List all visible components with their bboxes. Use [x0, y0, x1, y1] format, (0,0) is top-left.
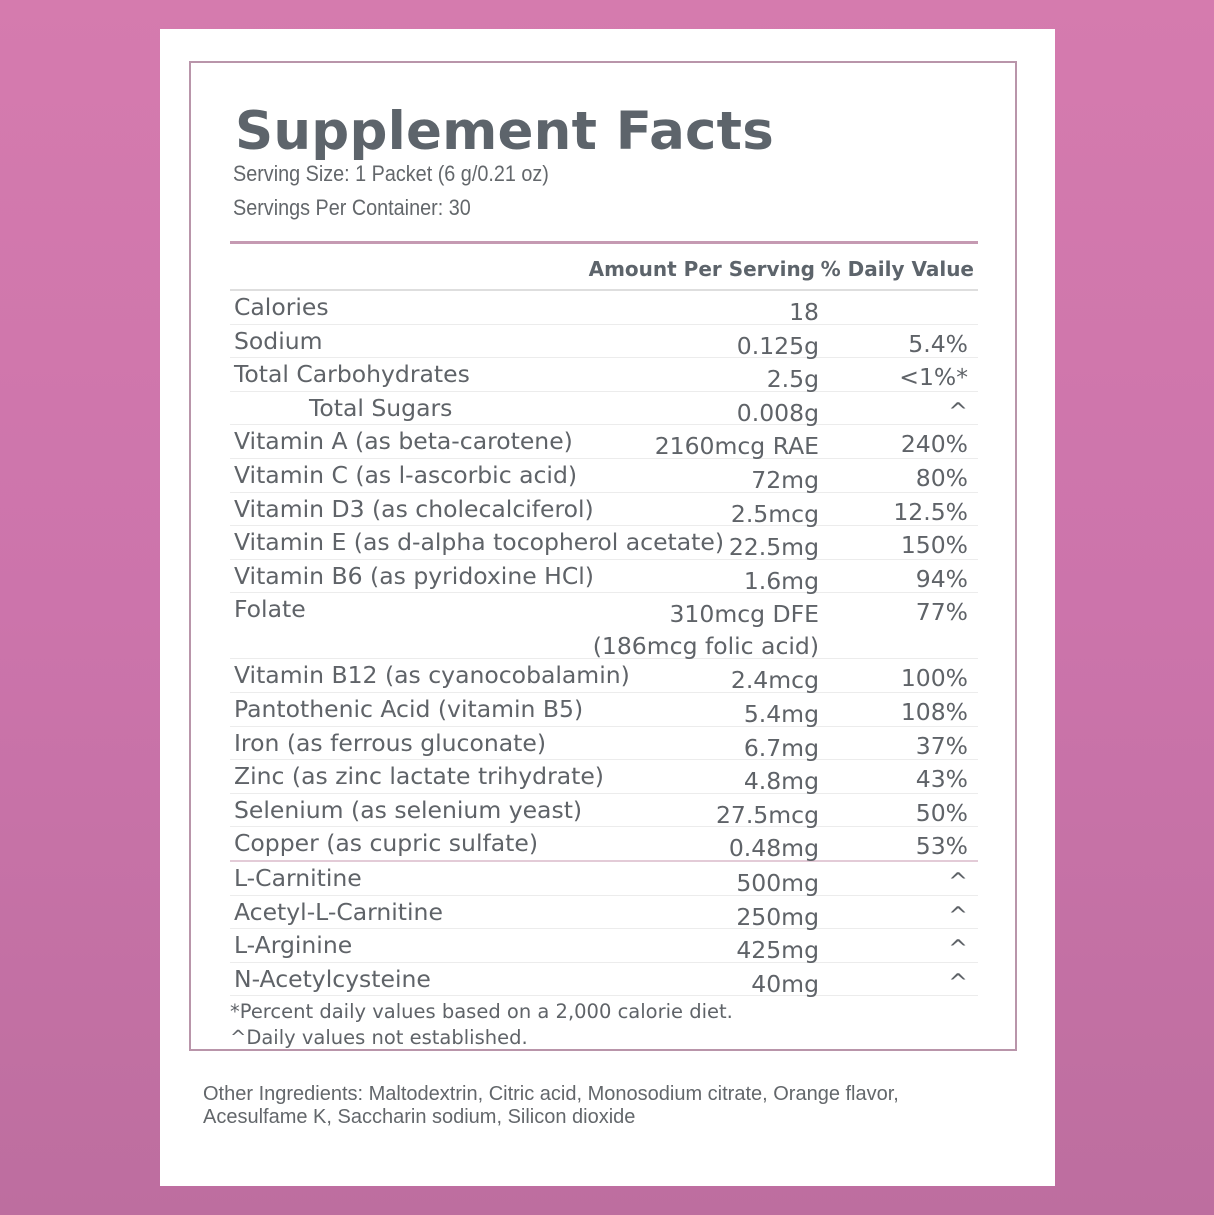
row-amount: 2.5g [766, 365, 819, 394]
row-amount: 5.4mg [743, 699, 819, 728]
row-amount: 27.5mcg [715, 800, 819, 829]
row-dv: 108% [900, 697, 968, 726]
row-amount: 18 [789, 298, 819, 326]
row-name: Total Carbohydrates [234, 360, 470, 389]
header-divider [230, 289, 978, 291]
row-dv: 240% [900, 430, 968, 459]
row-amount: 72mg [751, 465, 819, 494]
row-amount: 0.008g [736, 398, 819, 427]
table-row: Total Sugars 0.008g ^ [230, 392, 978, 427]
footnote-not-established: ^Daily values not established. [230, 1026, 528, 1049]
row-name: N-Acetylcysteine [234, 964, 431, 993]
header-daily-value: % Daily Value [820, 257, 974, 281]
footnote-daily-values: *Percent daily values based on a 2,000 c… [230, 1000, 733, 1023]
row-amount: 310mcg DFE (186mcg folic acid) [593, 598, 819, 662]
row-name: Vitamin C (as l-ascorbic acid) [234, 460, 578, 489]
table-row: Calories 18 [230, 291, 978, 326]
row-dv: ^ [948, 396, 968, 425]
row-dv: 5.4% [908, 329, 968, 358]
row-dv: ^ [948, 900, 968, 929]
table-row: N-Acetylcysteine 40mg ^ [230, 963, 978, 998]
row-dv: ^ [948, 866, 968, 895]
table-row: Vitamin B6 (as pyridoxine HCl) 1.6mg 94% [230, 560, 978, 595]
row-name: Folate [234, 595, 306, 624]
row-name: Acetyl-L-Carnitine [234, 897, 443, 926]
table-row: Folate 310mcg DFE (186mcg folic acid) 77% [230, 593, 978, 662]
row-dv: 43% [915, 765, 968, 794]
row-name: Total Sugars [309, 393, 453, 422]
row-amount: 4.8mg [743, 767, 819, 796]
table-row: Vitamin C (as l-ascorbic acid) 72mg 80% [230, 459, 978, 494]
servings-per-container: Servings Per Container: 30 [233, 195, 471, 220]
row-name: Iron (as ferrous gluconate) [234, 728, 546, 757]
table-row: Vitamin B12 (as cyanocobalamin) 2.4mcg 100… [230, 659, 978, 695]
row-amount: 0.125g [736, 331, 819, 360]
row-name: Vitamin D3 (as cholecalciferol) [234, 494, 594, 523]
row-name: Vitamin A (as beta-carotene) [234, 427, 573, 456]
row-amount: 2160mcg RAE [654, 432, 819, 461]
header-amount: Amount Per Serving [588, 257, 815, 281]
row-amount: 250mg [736, 902, 819, 931]
row-name: Zinc (as zinc lactate trihydrate) [234, 762, 604, 791]
row-name: Pantothenic Acid (vitamin B5) [234, 694, 584, 723]
row-amount: 425mg [736, 936, 819, 965]
divider [230, 241, 978, 244]
row-amount: 1.6mg [743, 566, 819, 595]
row-dv: 12.5% [893, 497, 968, 526]
row-dv: 94% [915, 564, 968, 593]
table-row: Vitamin A (as beta-carotene) 2160mcg RAE 2… [230, 425, 978, 461]
table-row: L-Carnitine 500mg ^ [230, 862, 978, 897]
row-dv: 53% [915, 832, 968, 861]
row-amount: 2.5mcg [730, 499, 819, 528]
row-dv: 37% [915, 731, 968, 760]
table-row: L-Arginine 425mg ^ [230, 929, 978, 965]
row-name: Vitamin B12 (as cyanocobalamin) [234, 661, 630, 690]
table-row: Copper (as cupric sulfate) 0.48mg 53% [230, 827, 978, 862]
table-row: Zinc (as zinc lactate trihydrate) 4.8mg 43… [230, 760, 978, 796]
row-dv: 100% [900, 664, 968, 693]
row-name: L-Arginine [234, 931, 353, 960]
table-row: Vitamin E (as d-alpha tocopherol acetate… [230, 526, 978, 562]
amount-line-2: (186mcg folic acid) [592, 632, 819, 661]
row-dv: <1%* [899, 363, 968, 392]
row-amount: 6.7mg [743, 733, 819, 762]
serving-size: Serving Size: 1 Packet (6 g/0.21 oz) [233, 161, 549, 186]
supplement-facts-panel: Supplement Facts Serving Size: 1 Packet … [189, 61, 1017, 1051]
row-dv: ^ [948, 934, 968, 963]
table-row: Vitamin D3 (as cholecalciferol) 2.5mcg 12.… [230, 493, 978, 528]
row-dv: 77% [915, 598, 968, 627]
row-amount: 2.4mcg [730, 666, 819, 695]
row-amount: 500mg [736, 868, 819, 897]
amount-line-1: 310mcg DFE [669, 600, 819, 629]
label-card: Supplement Facts Serving Size: 1 Packet … [160, 29, 1055, 1186]
row-amount: 22.5mg [728, 533, 819, 562]
row-name: Calories [234, 293, 329, 321]
other-ingredients: Other Ingredients: Maltodextrin, Citric … [203, 1083, 899, 1128]
row-name: Selenium (as selenium yeast) [234, 795, 583, 824]
table-row: Acetyl-L-Carnitine 250mg ^ [230, 896, 978, 931]
row-name: Vitamin B6 (as pyridoxine HCl) [234, 561, 594, 590]
table-row: Iron (as ferrous gluconate) 6.7mg 37% [230, 727, 978, 762]
row-name: Vitamin E (as d-alpha tocopherol acetate… [234, 528, 725, 557]
row-dv: 150% [900, 531, 968, 560]
row-name: Copper (as cupric sulfate) [234, 829, 538, 858]
table-row: Pantothenic Acid (vitamin B5) 5.4mg 108% [230, 693, 978, 728]
table-row: Total Carbohydrates 2.5g <1%* [230, 358, 978, 394]
table-row: Sodium 0.125g 5.4% [230, 325, 978, 360]
row-dv: 50% [915, 798, 968, 827]
row-name: Sodium [234, 326, 323, 355]
row-dv: ^ [948, 967, 968, 996]
row-dv: 80% [915, 463, 968, 492]
row-amount: 0.48mg [728, 834, 819, 863]
facts-table: Calories 18 Sodium 0.125g 5.4% Total Carboh… [230, 291, 978, 998]
row-name: L-Carnitine [234, 863, 362, 892]
row-amount: 40mg [751, 969, 819, 998]
panel-title: Supplement Facts [235, 101, 774, 162]
table-row: Selenium (as selenium yeast) 27.5mcg 50% [230, 794, 978, 829]
